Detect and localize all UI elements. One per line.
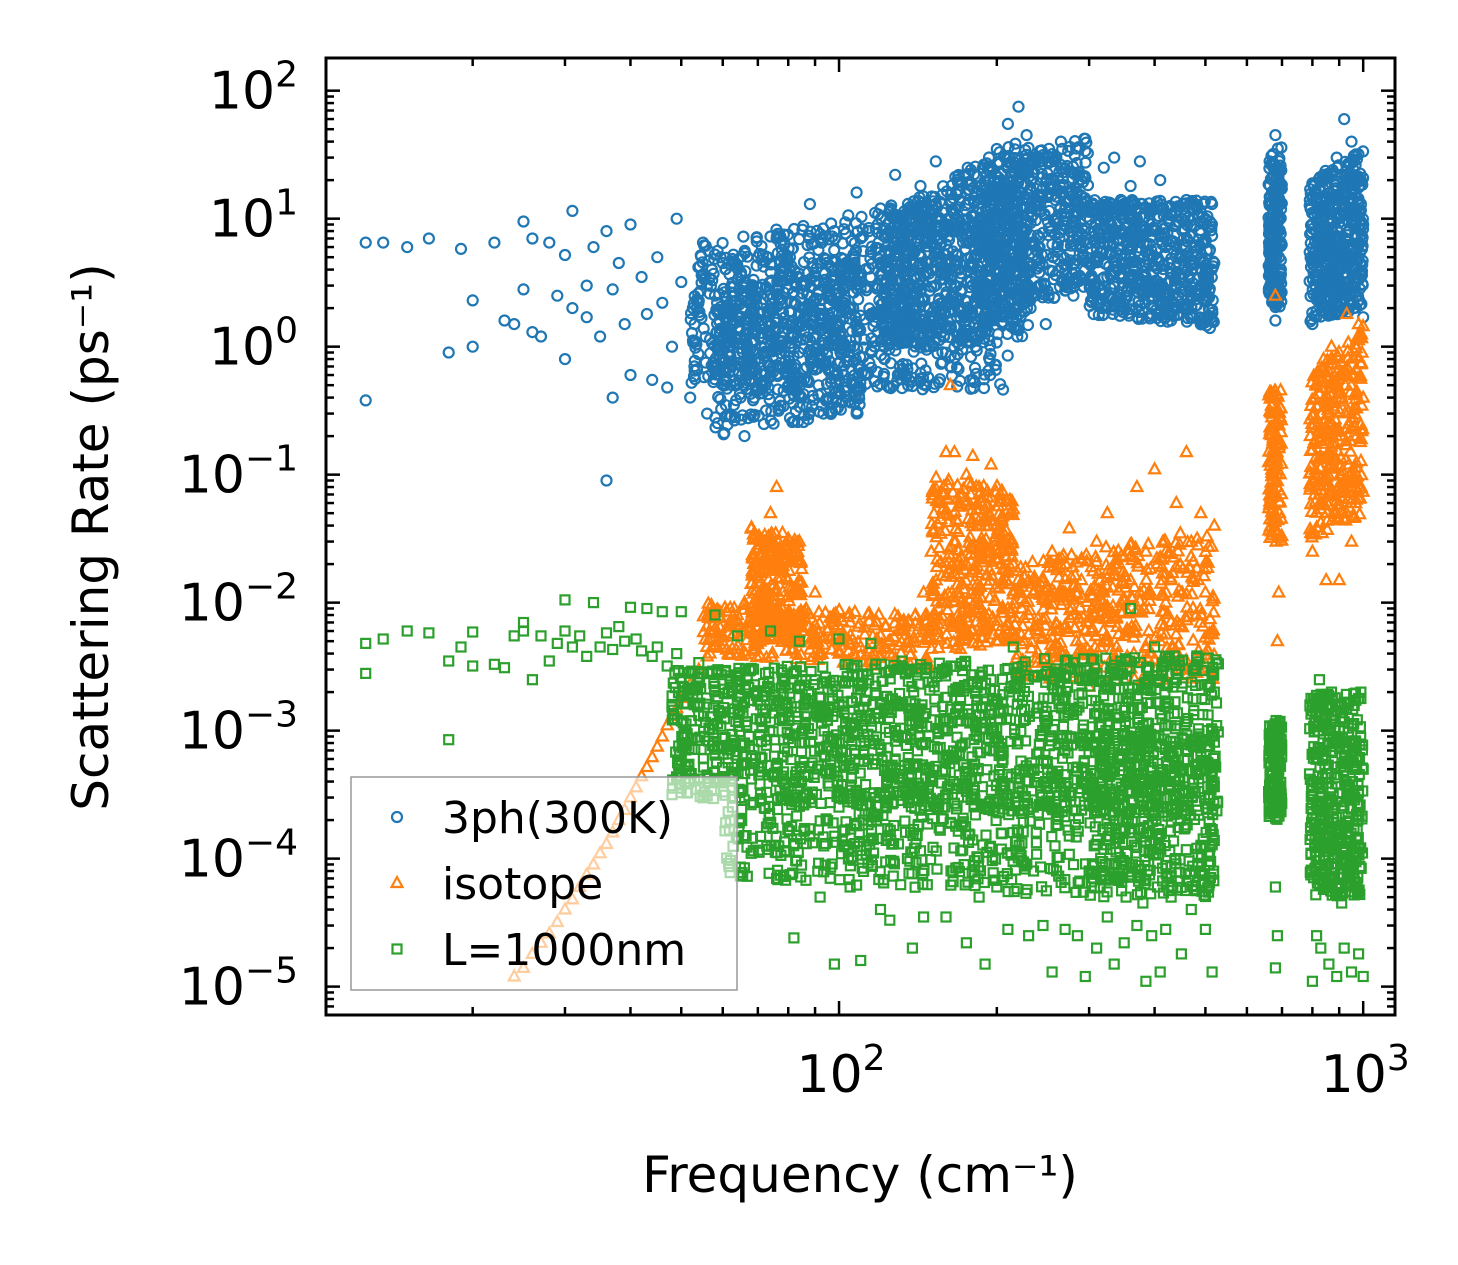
data-point [990, 336, 1003, 349]
data-point [797, 256, 811, 269]
data-point [855, 210, 868, 223]
data-point [704, 279, 718, 293]
data-point [826, 230, 839, 243]
data-point [696, 256, 709, 269]
data-point [750, 231, 763, 244]
data-point [703, 272, 716, 285]
data-point [880, 379, 894, 392]
data-point [716, 236, 729, 250]
data-point [1001, 349, 1014, 362]
data-point [856, 223, 869, 236]
data-point [872, 208, 885, 221]
data-point [685, 376, 698, 389]
data-point [842, 209, 855, 222]
data-point [856, 230, 870, 243]
series-circle [359, 100, 1370, 487]
data-point [697, 371, 711, 384]
data-point [731, 272, 745, 286]
plot-area [324, 56, 1397, 1017]
data-point [893, 360, 906, 373]
data-point [698, 273, 711, 286]
data-point [996, 383, 1010, 396]
data-point [865, 346, 878, 359]
data-point [989, 363, 1002, 376]
data-point [863, 356, 876, 369]
data-point [708, 248, 721, 261]
data-point [693, 309, 706, 322]
data-point [737, 230, 750, 243]
data-point [968, 361, 982, 374]
data-point [891, 374, 904, 387]
data-point [896, 363, 909, 376]
data-point [688, 354, 701, 367]
data-point [984, 339, 997, 352]
data-point [978, 368, 991, 381]
data-point [714, 251, 727, 264]
data-point [862, 221, 876, 235]
data-point [750, 235, 763, 248]
data-point [775, 243, 789, 256]
series-layer [359, 100, 1371, 987]
data-point [905, 375, 918, 388]
data-point [807, 237, 821, 250]
data-point [869, 334, 882, 348]
data-point [931, 347, 944, 360]
data-point [862, 262, 876, 275]
data-point [699, 330, 712, 343]
data-point [984, 347, 997, 361]
data-point [814, 307, 828, 320]
